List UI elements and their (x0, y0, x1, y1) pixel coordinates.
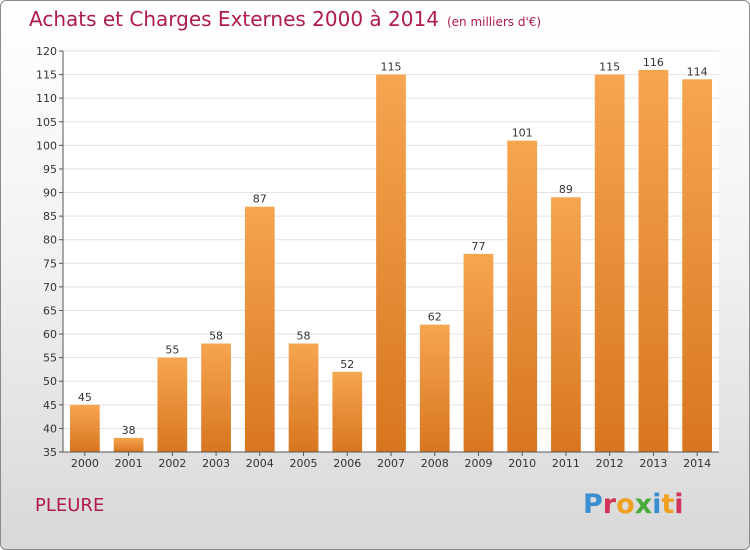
y-tick-label: 65 (43, 304, 57, 317)
y-tick-label: 40 (43, 422, 57, 435)
y-tick-label: 80 (43, 234, 57, 247)
bar-value-label: 116 (643, 56, 664, 69)
x-tick-label: 2012 (596, 457, 624, 470)
proxiti-logo[interactable]: Proxiti (583, 489, 684, 520)
y-tick-label: 115 (36, 69, 57, 82)
bar-value-label: 58 (297, 329, 311, 342)
x-tick-label: 2004 (246, 457, 274, 470)
logo-letter: t (661, 489, 675, 520)
x-tick-label: 2011 (552, 457, 580, 470)
bars: 45 38 55 58 87 58 52 115 62 77 101 89 115 116 114 (69, 56, 713, 453)
chart-title-text: Achats et Charges Externes 2000 à 2014 (29, 7, 439, 31)
logo-letter: o (616, 489, 635, 520)
bar-value-label: 87 (253, 193, 267, 206)
y-tick-label: 105 (36, 116, 57, 129)
y-tick-label: 70 (43, 281, 57, 294)
chart-subtitle: (en milliers d'€) (446, 15, 542, 29)
x-tick-label: 2014 (683, 457, 711, 470)
bar (288, 343, 319, 452)
bar (332, 371, 363, 452)
bar (594, 74, 625, 453)
x-tick-label: 2001 (115, 457, 143, 470)
bar (244, 206, 275, 452)
y-tick-label: 75 (43, 257, 57, 270)
x-tick-label: 2009 (464, 457, 492, 470)
y-tick-label: 90 (43, 187, 57, 200)
logo-letter: r (602, 489, 617, 520)
bar (69, 404, 100, 452)
bar (507, 140, 538, 452)
x-tick-label: 2000 (71, 457, 99, 470)
bar-value-label: 38 (122, 424, 136, 437)
x-tick-label: 2002 (158, 457, 186, 470)
x-tick-label: 2013 (639, 457, 667, 470)
y-tick-label: 95 (43, 163, 57, 176)
bar (551, 197, 581, 452)
bar-value-label: 89 (559, 183, 573, 196)
bar-value-label: 55 (165, 344, 179, 357)
x-tick-label: 2007 (377, 457, 405, 470)
bar-value-label: 58 (209, 329, 223, 342)
y-tick-label: 100 (36, 139, 57, 152)
bar (419, 324, 450, 452)
bar-value-label: 52 (340, 358, 354, 371)
bar (157, 357, 188, 452)
bar-value-label: 115 (381, 61, 402, 74)
bar-value-label: 77 (471, 240, 485, 253)
x-tick-label: 2008 (421, 457, 449, 470)
bar-value-label: 62 (428, 311, 442, 324)
bar-value-label: 114 (687, 65, 708, 78)
location-label: PLEURE (35, 495, 105, 516)
logo-letter: i (652, 489, 662, 520)
bar (376, 74, 406, 453)
y-tick-label: 110 (36, 92, 57, 105)
bar (638, 69, 669, 452)
bar-value-label: 45 (78, 391, 92, 404)
logo-letter: x (634, 489, 653, 520)
y-tick-label: 35 (43, 446, 57, 459)
axes: 35 40 45 50 55 60 65 70 75 80 85 90 95 100 105 110 115 12… (36, 45, 719, 470)
y-tick-label: 50 (43, 375, 57, 388)
logo-letter: P (583, 489, 603, 520)
x-tick-label: 2006 (333, 457, 361, 470)
bar (463, 253, 494, 452)
bar (201, 343, 231, 452)
logo-letter: i (674, 489, 684, 520)
y-tick-label: 60 (43, 328, 57, 341)
x-tick-label: 2010 (508, 457, 536, 470)
y-tick-label: 55 (43, 352, 57, 365)
x-tick-label: 2003 (202, 457, 230, 470)
bar-value-label: 101 (512, 127, 533, 140)
bar (113, 437, 144, 452)
bar (682, 79, 713, 453)
y-tick-label: 85 (43, 210, 57, 223)
chart-title: Achats et Charges Externes 2000 à 2014 (e… (29, 7, 541, 31)
bar-value-label: 115 (599, 61, 620, 74)
x-tick-label: 2005 (290, 457, 318, 470)
y-tick-label: 120 (36, 45, 57, 58)
y-tick-label: 45 (43, 399, 57, 412)
